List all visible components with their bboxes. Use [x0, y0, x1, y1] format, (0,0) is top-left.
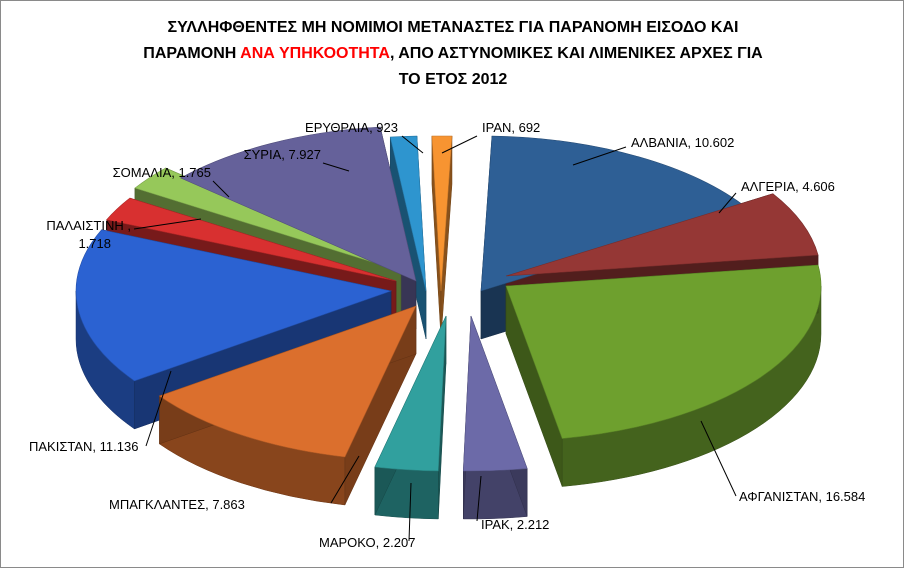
pie-slice-αλβανια: [480, 135, 749, 292]
leader-line-3: [476, 475, 482, 522]
data-label-αφγανισταν: ΑΦΓΑΝΙΣΤΑΝ, 16.584: [739, 489, 865, 504]
chart-title-line2-start: ΠΑΡΑΜΟΝΗ: [143, 45, 241, 62]
data-labels: ΑΛΒΑΝΙΑ, 10.602 ΑΛΓΕΡΙΑ, 4.606 ΑΦΓΑΝΙΣΤΑΝ,…: [29, 120, 865, 550]
data-label-ερυθραια: ΕΡΥΘΡΑΙΑ, 923: [305, 120, 398, 135]
data-label-line: ΙΡΑΝ, 692: [482, 120, 540, 135]
leader-line-6: [145, 370, 172, 447]
data-label-line: ΜΑΡΟΚΟ, 2.207: [319, 535, 415, 550]
data-label-line: ΣΟΜΑΛΙΑ, 1.765: [113, 165, 211, 180]
data-label-line: ΑΦΓΑΝΙΣΤΑΝ, 16.584: [739, 489, 865, 504]
chart-title-line2-end: , ΑΠΟ ΑΣΤΥΝΟΜΙΚΕΣ ΚΑΙ ΛΙΜΕΝΙΚΕΣ ΑΡΧΕΣ ΓΙ…: [389, 45, 763, 62]
leader-line-9: [322, 162, 350, 172]
pie-slice-μαροκο: [374, 315, 447, 472]
data-label-line: ΑΛΓΕΡΙΑ, 4.606: [741, 179, 835, 194]
data-label-line: ΠΑΚΙΣΤΑΝ, 11.136: [29, 439, 138, 454]
pie-slice-ερυθραια: [389, 135, 427, 292]
data-label-αλβανια: ΑΛΒΑΝΙΑ, 10.602: [631, 135, 734, 150]
data-label-παλαιστινη: ΠΑΛΑΙΣΤΙΝΗ , 1.718: [46, 218, 131, 251]
data-label-πακισταν: ΠΑΚΙΣΤΑΝ, 11.136: [29, 439, 138, 454]
data-label-σομαλια: ΣΟΜΑΛΙΑ, 1.765: [113, 165, 211, 180]
data-label-ιραν: ΙΡΑΝ, 692: [482, 120, 540, 135]
pie-slice-αφγανισταν: [505, 264, 822, 439]
pie-tops: [75, 126, 822, 472]
leader-lines: [133, 135, 737, 542]
leader-line-4: [408, 482, 412, 542]
chart-title-highlight: ΑΝΑ ΥΠΗΚΟΟΤΗΤΑ: [240, 45, 390, 62]
data-label-line: ΙΡΑΚ, 2.212: [481, 517, 549, 532]
pie-slice-παλαιστινη: [106, 197, 397, 282]
pie-slice-ιρακ: [462, 315, 528, 472]
data-label-line: ΜΠΑΓΚΛΑΝΤΕΣ, 7.863: [109, 497, 245, 512]
chart-title: ΣΥΛΛΗΦΘΕΝΤΕΣ ΜΗ ΝΟΜΙΜΟΙ ΜΕΤΑΝΑΣΤΕΣ ΓΙΑ Π…: [1, 15, 903, 93]
pie-slice-πακισταν: [75, 229, 393, 382]
leader-line-11: [441, 135, 478, 154]
leader-line-0: [572, 146, 627, 166]
pie-slice-ιραν: [431, 135, 453, 292]
data-label-line: ΣΥΡΙΑ, 7.927: [244, 147, 321, 162]
leader-line-2: [700, 420, 737, 497]
data-label-line: 1.718: [78, 236, 111, 251]
chart-title-line1: ΣΥΛΛΗΦΘΕΝΤΕΣ ΜΗ ΝΟΜΙΜΟΙ ΜΕΤΑΝΑΣΤΕΣ ΓΙΑ Π…: [167, 19, 739, 36]
leader-line-7: [133, 218, 202, 230]
data-label-αλγερια: ΑΛΓΕΡΙΑ, 4.606: [741, 179, 835, 194]
leader-line-10: [401, 135, 424, 154]
pie-slice-μπαγκλαντες: [158, 305, 417, 458]
leader-line-5: [330, 455, 360, 504]
pie-slice-συρια: [179, 126, 417, 282]
data-label-line: ΑΛΒΑΝΙΑ, 10.602: [631, 135, 734, 150]
data-label-συρια: ΣΥΡΙΑ, 7.927: [244, 147, 321, 162]
data-label-line: ΠΑΛΑΙΣΤΙΝΗ ,: [46, 218, 131, 233]
pie-slice-αλγερια: [505, 193, 819, 277]
data-label-μαροκο: ΜΑΡΟΚΟ, 2.207: [319, 535, 415, 550]
data-label-ιρακ: ΙΡΑΚ, 2.212: [481, 517, 549, 532]
leader-line-8: [212, 180, 230, 198]
data-label-μπαγκλαντες: ΜΠΑΓΚΛΑΝΤΕΣ, 7.863: [109, 497, 245, 512]
data-label-line: ΕΡΥΘΡΑΙΑ, 923: [305, 120, 398, 135]
leader-line-1: [718, 192, 737, 214]
chart-title-line3: ΤΟ ΕΤΟΣ 2012: [398, 71, 508, 88]
